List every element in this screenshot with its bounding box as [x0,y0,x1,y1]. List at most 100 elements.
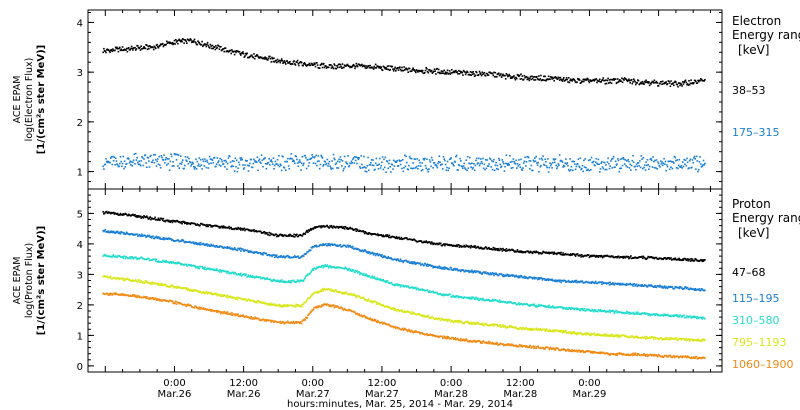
data-point [520,250,522,252]
data-point [465,71,468,74]
data-point [587,308,590,311]
data-point [449,158,452,160]
data-point [481,273,483,275]
data-point [292,159,295,162]
data-point [389,68,391,71]
data-point [699,79,701,82]
data-point [254,276,257,279]
data-point [246,52,248,55]
data-point [523,160,526,163]
data-point [375,303,378,305]
data-point [296,279,299,281]
data-point [154,216,156,219]
data-point [203,165,205,167]
data-point [484,168,486,171]
data-point [156,160,158,163]
data-point [267,304,269,306]
data-point [240,272,242,275]
data-point [295,303,297,306]
data-point [537,251,539,254]
data-point [502,162,505,165]
data-point [238,50,241,53]
data-point [139,215,142,218]
data-point [386,65,389,68]
data-point [498,274,500,277]
data-point [468,321,470,324]
data-point [351,270,353,272]
data-point [500,273,503,275]
data-point [178,167,181,169]
data-point [514,275,517,278]
data-point [407,285,409,287]
data-point [106,230,109,233]
data-point [425,67,427,69]
data-point [558,154,561,156]
data-point [446,69,449,72]
data-point [410,261,412,263]
data-point [524,156,526,159]
data-point [325,243,327,245]
data-point [682,161,684,163]
data-point [600,281,602,284]
data-point [316,290,318,293]
data-point [297,255,300,257]
data-point [502,324,504,326]
data-point [547,171,550,173]
data-point [294,64,297,66]
data-point [446,267,448,269]
data-point [298,280,301,283]
data-point [370,300,372,303]
data-point [184,156,187,158]
data-point [558,164,560,166]
data-point [267,57,270,60]
data-point [386,234,389,236]
data-point [299,161,302,163]
data-point [194,241,196,244]
data-point [502,161,504,163]
data-point [111,50,113,53]
data-point [257,55,259,58]
data-point [296,59,299,62]
data-point [335,267,338,269]
data-point [207,225,210,228]
data-point [451,320,454,322]
data-point [354,295,357,297]
data-point [141,216,144,218]
data-point [439,266,442,268]
data-point [632,78,635,80]
data-point [654,285,656,287]
data-point [136,216,138,218]
data-point [220,226,222,229]
data-point [384,235,387,237]
data-point [562,78,564,81]
data-point [439,161,441,164]
data-point [311,269,313,272]
data-point [683,81,685,84]
data-point [565,163,568,165]
data-point [526,78,528,81]
data-point [682,81,684,83]
data-point [265,278,268,280]
data-point [275,256,277,258]
data-point [322,290,324,292]
data-point [471,162,473,164]
data-point [430,156,433,159]
data-point [175,153,177,155]
data-point [669,85,672,87]
data-point [703,80,705,82]
data-point [417,69,420,72]
data-point [527,156,530,159]
series-points-proton-2 [102,253,706,320]
data-point [144,280,147,282]
data-point [132,161,134,164]
data-point [437,71,439,74]
data-point [374,301,377,303]
data-point [250,158,252,161]
data-point [555,164,557,167]
data-point [173,165,175,167]
data-point [454,161,457,163]
data-point [411,311,414,313]
data-point [364,274,367,277]
data-point [697,79,699,82]
data-point [391,307,394,309]
